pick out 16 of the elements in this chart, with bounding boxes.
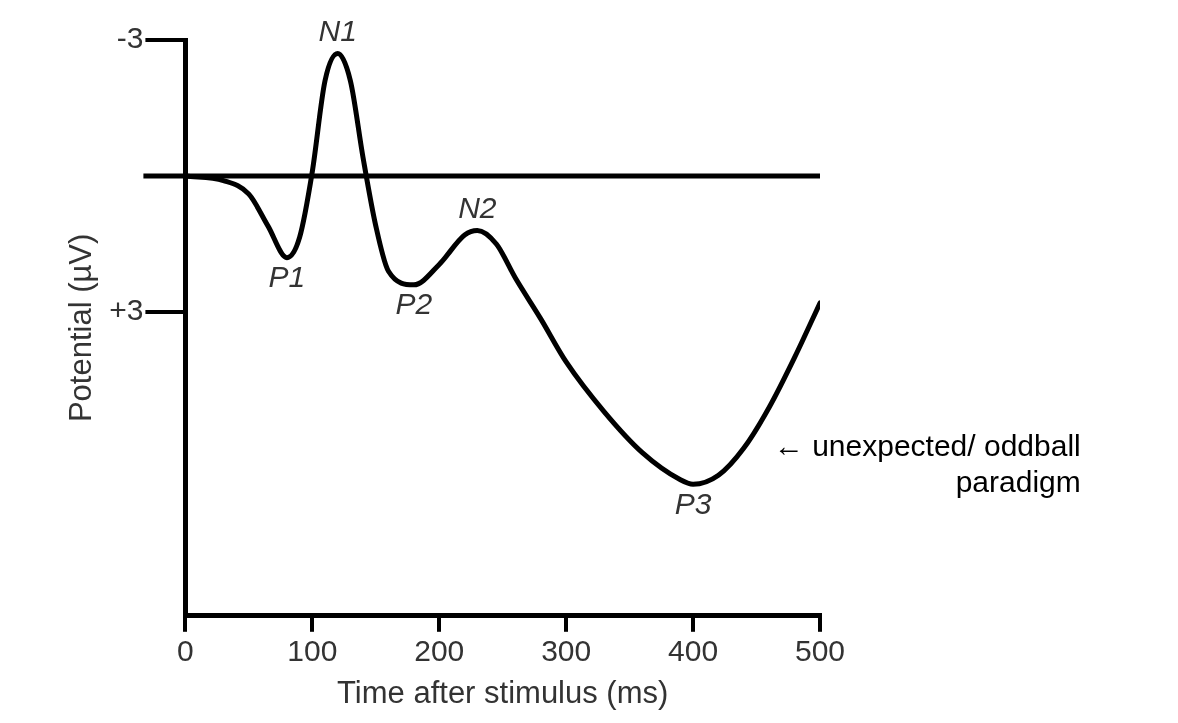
x-axis-title: Time after stimulus (ms) xyxy=(337,674,669,710)
annotation: P3 xyxy=(674,486,712,520)
x-tick-label: 0 xyxy=(177,634,194,668)
x-tick-label: 400 xyxy=(668,634,719,668)
y-tick-label: -3 xyxy=(116,21,144,55)
x-tick-label: 500 xyxy=(794,634,846,668)
annotation: P1 xyxy=(268,259,306,293)
y-tick-label: +3 xyxy=(109,293,144,327)
y-axis-title: Potential (µV) xyxy=(63,233,99,423)
annotation: ← unexpected/ oddball paradigm xyxy=(773,429,1081,499)
annotation: N2 xyxy=(458,190,497,224)
x-tick-label: 200 xyxy=(414,634,465,668)
x-tick-label: 300 xyxy=(541,634,592,668)
x-tick-label: 100 xyxy=(287,634,338,668)
annotation: P2 xyxy=(395,287,433,321)
annotation: N1 xyxy=(318,13,357,47)
